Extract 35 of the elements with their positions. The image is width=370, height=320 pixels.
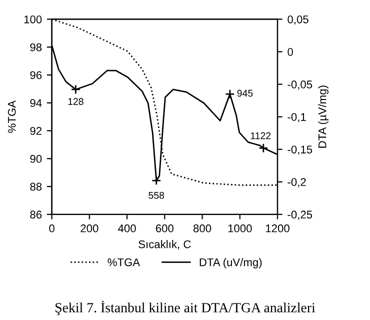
annotation: 558 [148,192,164,199]
x-tick-label: 600 [156,224,174,232]
text: Şekil 7. İstanbul kiline ait DTA/TGA analizleri [56,300,316,316]
x-tick-label: 200 [80,224,98,232]
x-tick-label: 1000 [228,224,252,232]
y2-tick-label: -0,1 [288,113,306,122]
x-axis-title: Sıcaklık, C [138,240,191,250]
legend-label: %TGA [108,258,140,266]
y2-tick-label: -0,25 [288,210,312,220]
point [225,89,235,99]
y2-tick-label: 0 [288,48,293,56]
y-tick-label: 100 [24,15,42,24]
annotation: 128 [68,98,84,105]
y-tick-label: 92 [30,127,42,135]
y-tick-label: 96 [30,71,42,80]
x-tick-label: 800 [193,224,212,232]
y2-tick-label: -0,05 [288,80,312,90]
x-tick-label: 0 [49,224,54,232]
annotation: 945 [237,90,253,97]
point [70,84,81,94]
y-tick-label: 88 [30,182,42,191]
point [258,143,268,153]
x-tick-label: 1200 [266,224,290,232]
y-tick-label: 98 [30,43,42,52]
y-tick-label: 94 [30,99,42,107]
y2-tick-label: -0,15 [288,146,312,155]
y2-tick-label: -0,2 [288,178,306,188]
x-tick-label: 400 [118,224,136,232]
y2-axis-title: DTA (µV/mg) [318,86,328,148]
y2-tick-label: 0,05 [288,15,308,25]
legend-label: DTA (uV/mg) [200,258,262,268]
y-tick-label: 86 [30,210,42,219]
y-axis-title: %TGA [8,100,16,133]
y-tick-label: 90 [30,154,42,163]
annotation: 1122 [250,132,271,140]
